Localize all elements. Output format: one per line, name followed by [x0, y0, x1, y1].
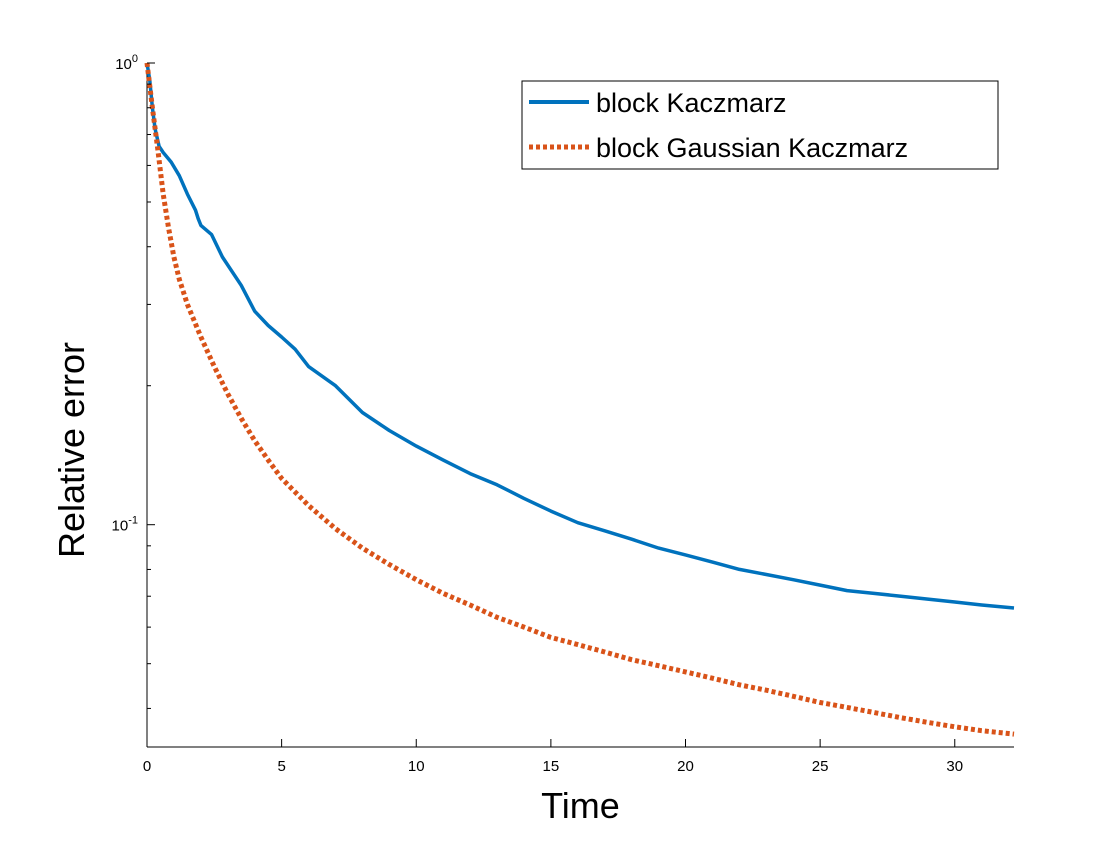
series-line-block-gaussian-kaczmarz	[144, 62, 1015, 737]
legend-box	[521, 80, 999, 170]
y-axis-title: Relative error	[51, 342, 92, 558]
x-tick-label: 15	[543, 758, 560, 775]
series-line-block-kaczmarz	[145, 62, 1015, 610]
x-tick-label: 10	[408, 758, 425, 775]
legend-label-block-gaussian-kaczmarz: block Gaussian Kaczmarz	[596, 133, 908, 163]
x-ticks: 0 5 10 15 20 25 30	[143, 739, 963, 775]
x-tick-label: 25	[812, 758, 829, 775]
y-ticks: 100 10-1	[112, 53, 155, 709]
y-tick-label: 10-1	[112, 515, 138, 535]
y-tick-label: 100	[115, 53, 138, 73]
x-axis-title: Time	[541, 785, 620, 826]
x-tick-label: 20	[677, 758, 694, 775]
series-layer	[144, 62, 1015, 737]
x-tick-label: 0	[143, 758, 151, 775]
legend: block Kaczmarz block Gaussian Kaczmarz	[521, 80, 999, 170]
legend-label-block-kaczmarz: block Kaczmarz	[596, 88, 787, 118]
x-tick-label: 30	[946, 758, 963, 775]
x-tick-label: 5	[277, 758, 285, 775]
